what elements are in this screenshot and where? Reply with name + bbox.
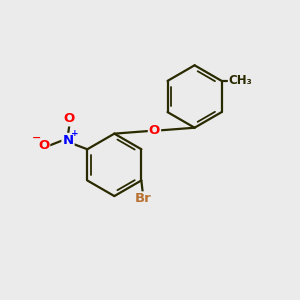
Text: CH₃: CH₃ [228,74,252,87]
Text: O: O [38,139,49,152]
Text: +: + [71,129,79,138]
Text: −: − [32,133,41,143]
Text: O: O [149,124,160,137]
Text: Br: Br [134,192,151,206]
Text: O: O [64,112,75,125]
Text: N: N [62,134,74,147]
